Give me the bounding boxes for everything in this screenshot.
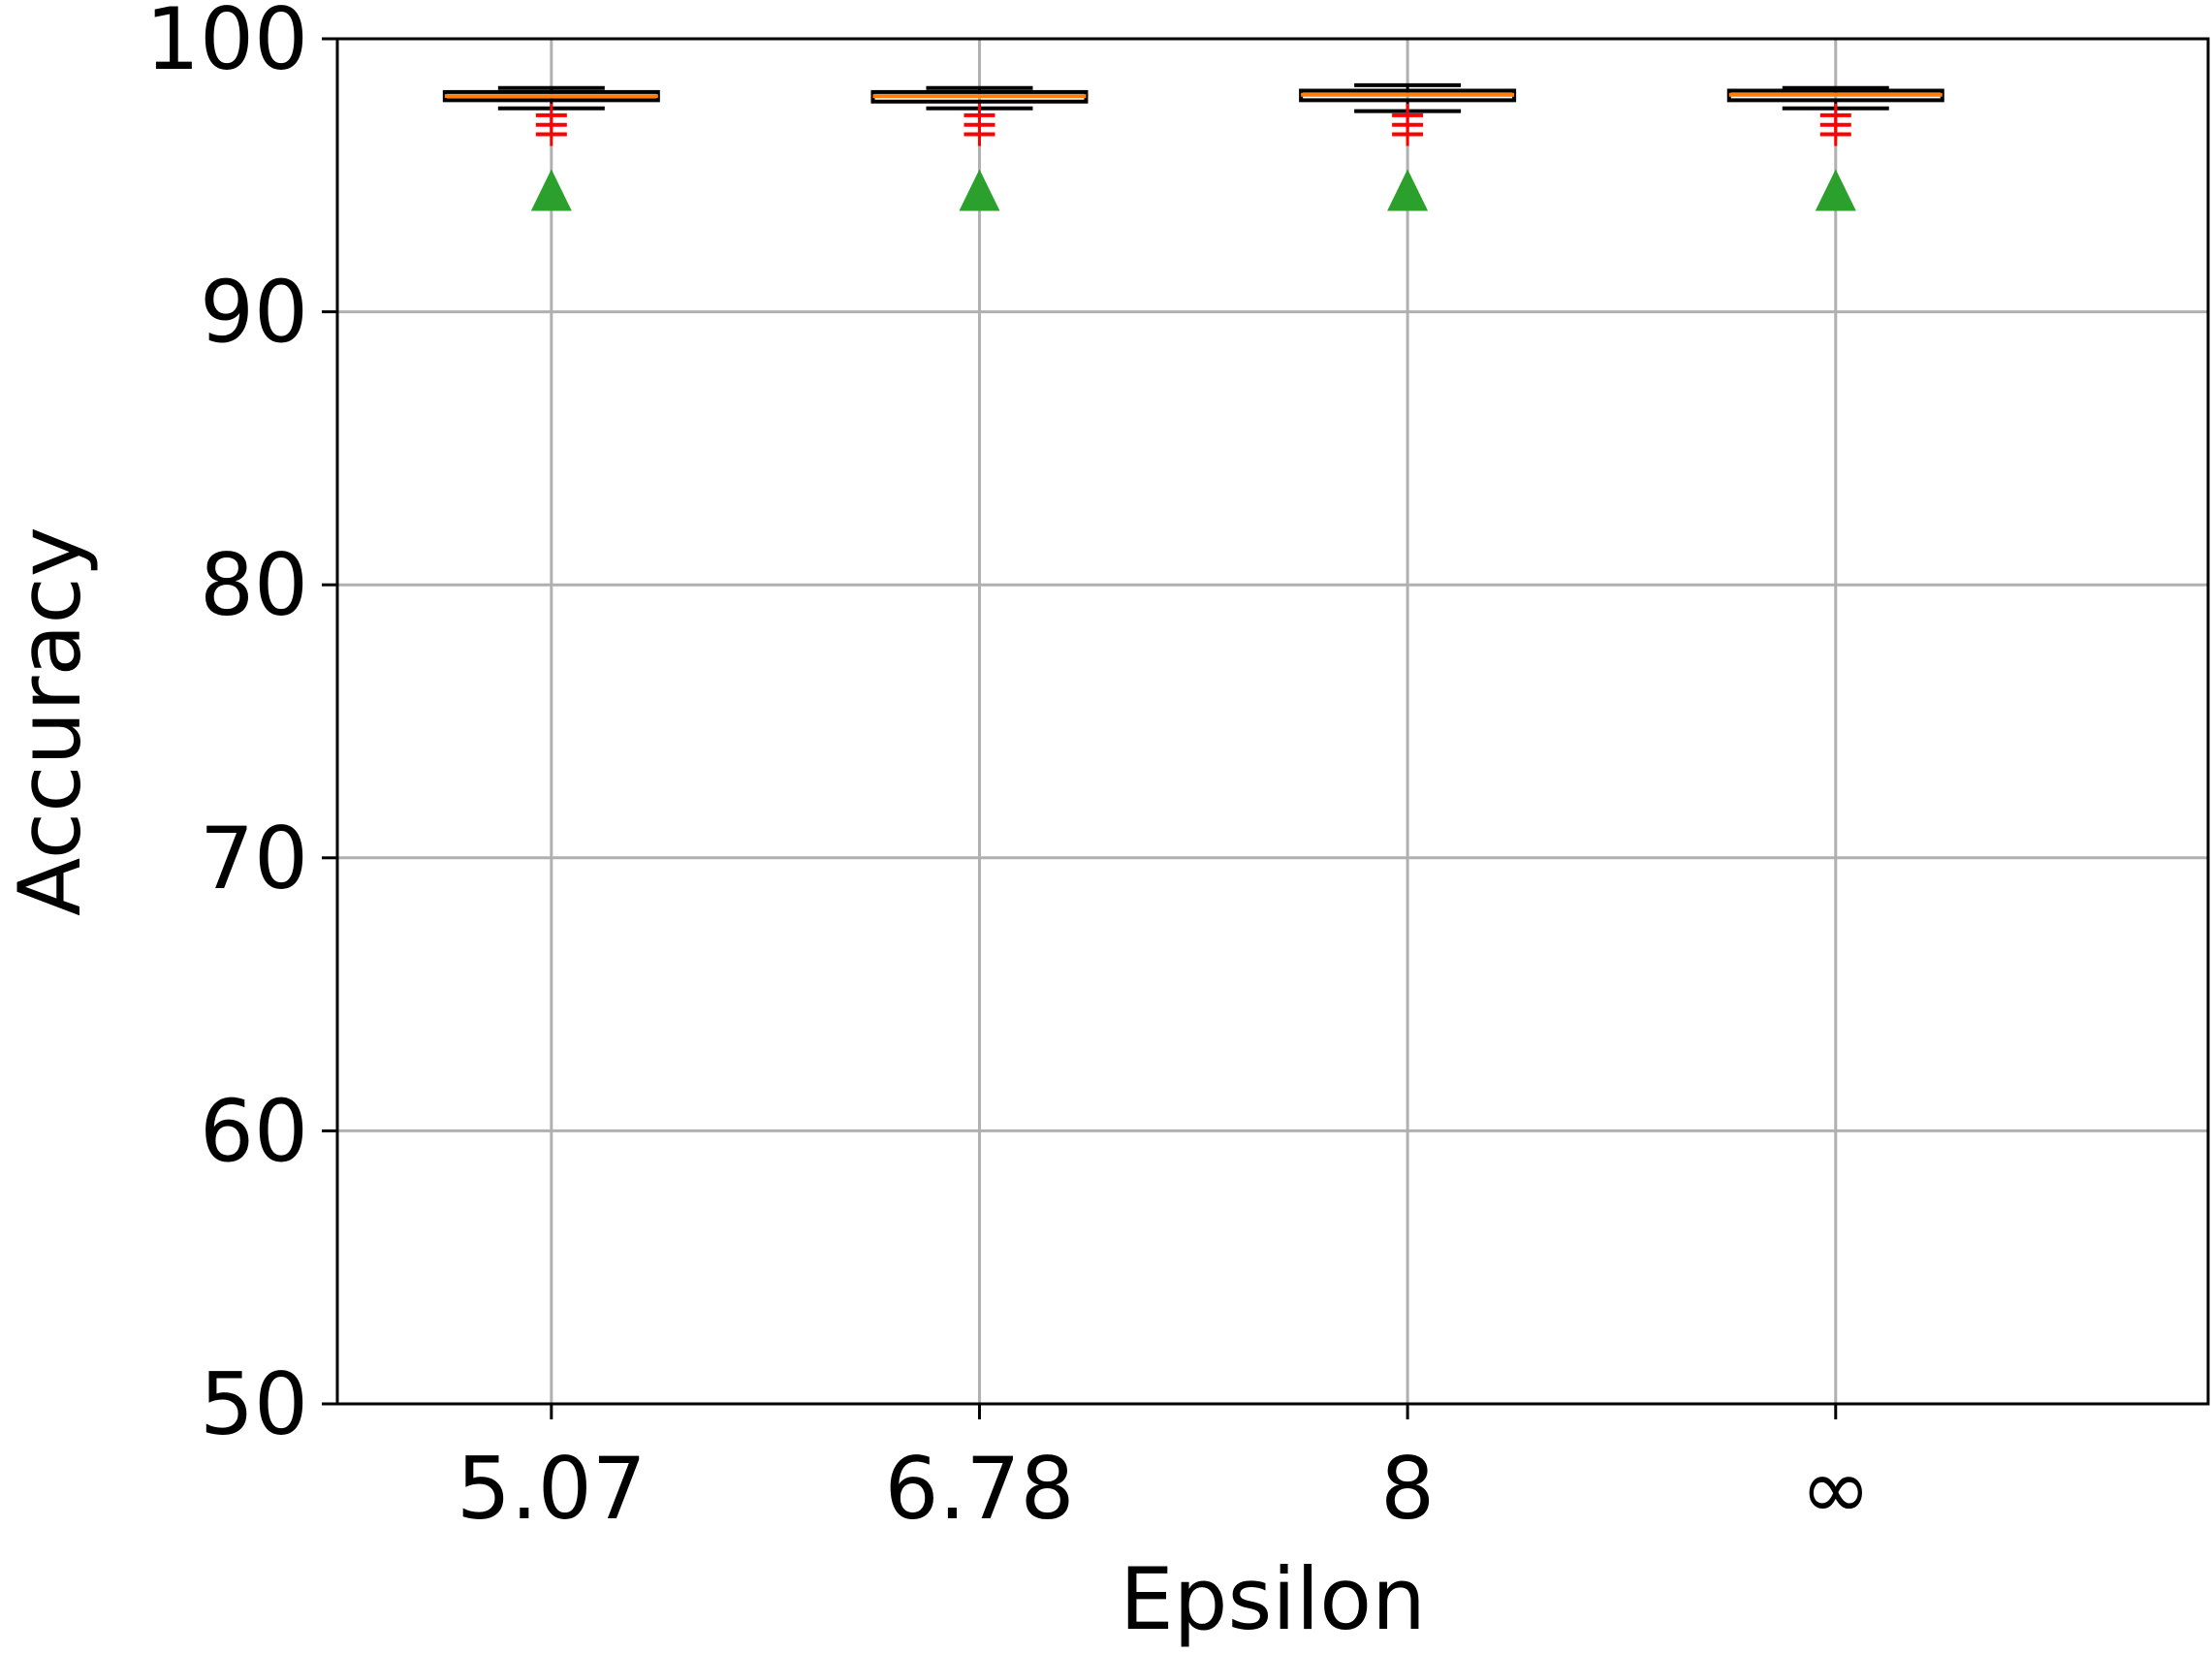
y-tick-label: 80: [200, 535, 308, 635]
y-tick-label: 70: [200, 809, 308, 908]
plot-area-frame: [335, 37, 2210, 1406]
box-4: [1726, 85, 1944, 211]
x-axis-label: Epsilon: [1120, 1549, 1426, 1649]
x-tick-label: 5.07: [457, 1439, 647, 1539]
axis-ticks: 50 60 70 80 90 100 5.07 6.78 8 ∞: [145, 0, 1871, 1539]
mean-marker: [959, 169, 1000, 211]
y-axis-label: Accuracy: [0, 526, 100, 916]
box-1: [442, 85, 660, 211]
x-tick-label: 8: [1380, 1439, 1435, 1539]
box-2: [870, 85, 1089, 211]
box-3: [1299, 82, 1517, 211]
grid-lines: [337, 37, 2208, 1406]
y-tick-label: 100: [145, 0, 308, 89]
x-tick-label: 6.78: [885, 1439, 1075, 1539]
y-tick-label: 50: [200, 1354, 308, 1454]
box-series: [442, 82, 1944, 211]
x-tick-label: ∞: [1800, 1439, 1871, 1539]
mean-marker: [1815, 169, 1856, 211]
mean-marker: [1387, 169, 1429, 211]
y-tick-label: 90: [200, 263, 308, 363]
y-tick-label: 60: [200, 1081, 308, 1181]
mean-marker: [530, 169, 572, 211]
